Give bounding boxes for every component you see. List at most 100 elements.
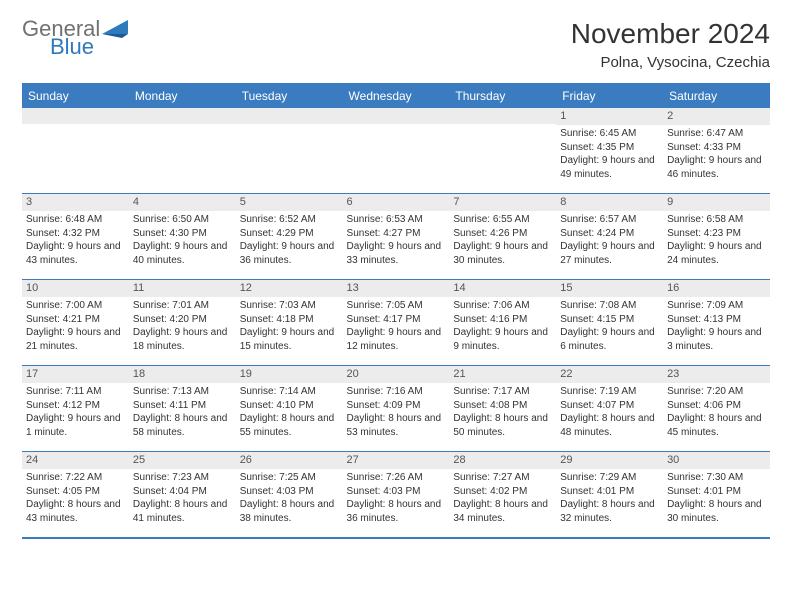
weekday-header: Sunday: [22, 84, 129, 108]
calendar-cell: 30Sunrise: 7:30 AMSunset: 4:01 PMDayligh…: [663, 452, 770, 538]
day-number: 10: [22, 280, 129, 297]
day-content: Sunrise: 6:45 AMSunset: 4:35 PMDaylight:…: [556, 125, 663, 183]
sunset-text: Sunset: 4:24 PM: [560, 227, 659, 241]
calendar-cell: 18Sunrise: 7:13 AMSunset: 4:11 PMDayligh…: [129, 366, 236, 452]
sunrise-text: Sunrise: 7:29 AM: [560, 471, 659, 485]
daylight-text: Daylight: 9 hours and 49 minutes.: [560, 154, 659, 181]
sunrise-text: Sunrise: 6:52 AM: [240, 213, 339, 227]
sunrise-text: Sunrise: 7:09 AM: [667, 299, 766, 313]
day-number: [129, 108, 236, 124]
day-number: 6: [343, 194, 450, 211]
sunset-text: Sunset: 4:26 PM: [453, 227, 552, 241]
daylight-text: Daylight: 8 hours and 53 minutes.: [347, 412, 446, 439]
calendar-cell: 6Sunrise: 6:53 AMSunset: 4:27 PMDaylight…: [343, 194, 450, 280]
day-number: 25: [129, 452, 236, 469]
sunrise-text: Sunrise: 7:11 AM: [26, 385, 125, 399]
calendar-cell: [129, 108, 236, 194]
day-number: 5: [236, 194, 343, 211]
sunrise-text: Sunrise: 7:08 AM: [560, 299, 659, 313]
title-block: November 2024 Polna, Vysocina, Czechia: [571, 18, 770, 71]
sunset-text: Sunset: 4:04 PM: [133, 485, 232, 499]
day-number: 8: [556, 194, 663, 211]
calendar-cell: 5Sunrise: 6:52 AMSunset: 4:29 PMDaylight…: [236, 194, 343, 280]
day-content: Sunrise: 7:30 AMSunset: 4:01 PMDaylight:…: [663, 469, 770, 527]
sunrise-text: Sunrise: 7:25 AM: [240, 471, 339, 485]
day-number: 15: [556, 280, 663, 297]
day-content: Sunrise: 7:11 AMSunset: 4:12 PMDaylight:…: [22, 383, 129, 441]
day-content: Sunrise: 6:47 AMSunset: 4:33 PMDaylight:…: [663, 125, 770, 183]
day-number: [22, 108, 129, 124]
sunrise-text: Sunrise: 6:55 AM: [453, 213, 552, 227]
day-content: Sunrise: 7:05 AMSunset: 4:17 PMDaylight:…: [343, 297, 450, 355]
calendar-cell: 9Sunrise: 6:58 AMSunset: 4:23 PMDaylight…: [663, 194, 770, 280]
sunrise-text: Sunrise: 7:17 AM: [453, 385, 552, 399]
calendar-cell: [449, 108, 556, 194]
daylight-text: Daylight: 8 hours and 43 minutes.: [26, 498, 125, 525]
sunset-text: Sunset: 4:12 PM: [26, 399, 125, 413]
calendar-row: 17Sunrise: 7:11 AMSunset: 4:12 PMDayligh…: [22, 366, 770, 452]
sunrise-text: Sunrise: 6:47 AM: [667, 127, 766, 141]
sunset-text: Sunset: 4:05 PM: [26, 485, 125, 499]
calendar-cell: 14Sunrise: 7:06 AMSunset: 4:16 PMDayligh…: [449, 280, 556, 366]
sunset-text: Sunset: 4:11 PM: [133, 399, 232, 413]
day-content: Sunrise: 7:20 AMSunset: 4:06 PMDaylight:…: [663, 383, 770, 441]
daylight-text: Daylight: 9 hours and 27 minutes.: [560, 240, 659, 267]
sunrise-text: Sunrise: 6:58 AM: [667, 213, 766, 227]
calendar-cell: 19Sunrise: 7:14 AMSunset: 4:10 PMDayligh…: [236, 366, 343, 452]
day-content: Sunrise: 6:53 AMSunset: 4:27 PMDaylight:…: [343, 211, 450, 269]
day-number: 3: [22, 194, 129, 211]
weekday-header: Wednesday: [343, 84, 450, 108]
month-title: November 2024: [571, 18, 770, 50]
sunset-text: Sunset: 4:27 PM: [347, 227, 446, 241]
daylight-text: Daylight: 8 hours and 58 minutes.: [133, 412, 232, 439]
sunset-text: Sunset: 4:10 PM: [240, 399, 339, 413]
sunrise-text: Sunrise: 7:23 AM: [133, 471, 232, 485]
day-content: Sunrise: 7:25 AMSunset: 4:03 PMDaylight:…: [236, 469, 343, 527]
sunset-text: Sunset: 4:01 PM: [667, 485, 766, 499]
weekday-header: Saturday: [663, 84, 770, 108]
location-text: Polna, Vysocina, Czechia: [571, 54, 770, 71]
daylight-text: Daylight: 8 hours and 38 minutes.: [240, 498, 339, 525]
weekday-header: Tuesday: [236, 84, 343, 108]
day-number: 9: [663, 194, 770, 211]
daylight-text: Daylight: 9 hours and 9 minutes.: [453, 326, 552, 353]
weekday-header: Friday: [556, 84, 663, 108]
calendar-cell: 2Sunrise: 6:47 AMSunset: 4:33 PMDaylight…: [663, 108, 770, 194]
calendar-cell: 23Sunrise: 7:20 AMSunset: 4:06 PMDayligh…: [663, 366, 770, 452]
sunrise-text: Sunrise: 7:14 AM: [240, 385, 339, 399]
day-number: 24: [22, 452, 129, 469]
sunset-text: Sunset: 4:35 PM: [560, 141, 659, 155]
sunset-text: Sunset: 4:13 PM: [667, 313, 766, 327]
daylight-text: Daylight: 9 hours and 46 minutes.: [667, 154, 766, 181]
day-number: 7: [449, 194, 556, 211]
sunset-text: Sunset: 4:08 PM: [453, 399, 552, 413]
day-content: Sunrise: 7:08 AMSunset: 4:15 PMDaylight:…: [556, 297, 663, 355]
weekday-header: Monday: [129, 84, 236, 108]
logo-triangle-icon: [102, 20, 134, 38]
daylight-text: Daylight: 8 hours and 36 minutes.: [347, 498, 446, 525]
day-number: 26: [236, 452, 343, 469]
day-number: 27: [343, 452, 450, 469]
day-content: Sunrise: 7:23 AMSunset: 4:04 PMDaylight:…: [129, 469, 236, 527]
daylight-text: Daylight: 8 hours and 45 minutes.: [667, 412, 766, 439]
calendar-cell: 24Sunrise: 7:22 AMSunset: 4:05 PMDayligh…: [22, 452, 129, 538]
sunrise-text: Sunrise: 7:16 AM: [347, 385, 446, 399]
calendar-cell: 1Sunrise: 6:45 AMSunset: 4:35 PMDaylight…: [556, 108, 663, 194]
sunrise-text: Sunrise: 7:27 AM: [453, 471, 552, 485]
daylight-text: Daylight: 8 hours and 50 minutes.: [453, 412, 552, 439]
daylight-text: Daylight: 9 hours and 3 minutes.: [667, 326, 766, 353]
weekday-header: Thursday: [449, 84, 556, 108]
calendar-header: SundayMondayTuesdayWednesdayThursdayFrid…: [22, 84, 770, 108]
day-number: [343, 108, 450, 124]
calendar-cell: [22, 108, 129, 194]
day-number: 21: [449, 366, 556, 383]
day-content: Sunrise: 7:03 AMSunset: 4:18 PMDaylight:…: [236, 297, 343, 355]
day-number: 4: [129, 194, 236, 211]
sunset-text: Sunset: 4:03 PM: [240, 485, 339, 499]
daylight-text: Daylight: 9 hours and 36 minutes.: [240, 240, 339, 267]
calendar-cell: [236, 108, 343, 194]
sunrise-text: Sunrise: 7:00 AM: [26, 299, 125, 313]
sunrise-text: Sunrise: 7:19 AM: [560, 385, 659, 399]
calendar-page: General Blue November 2024 Polna, Vysoci…: [0, 0, 792, 549]
sunset-text: Sunset: 4:20 PM: [133, 313, 232, 327]
